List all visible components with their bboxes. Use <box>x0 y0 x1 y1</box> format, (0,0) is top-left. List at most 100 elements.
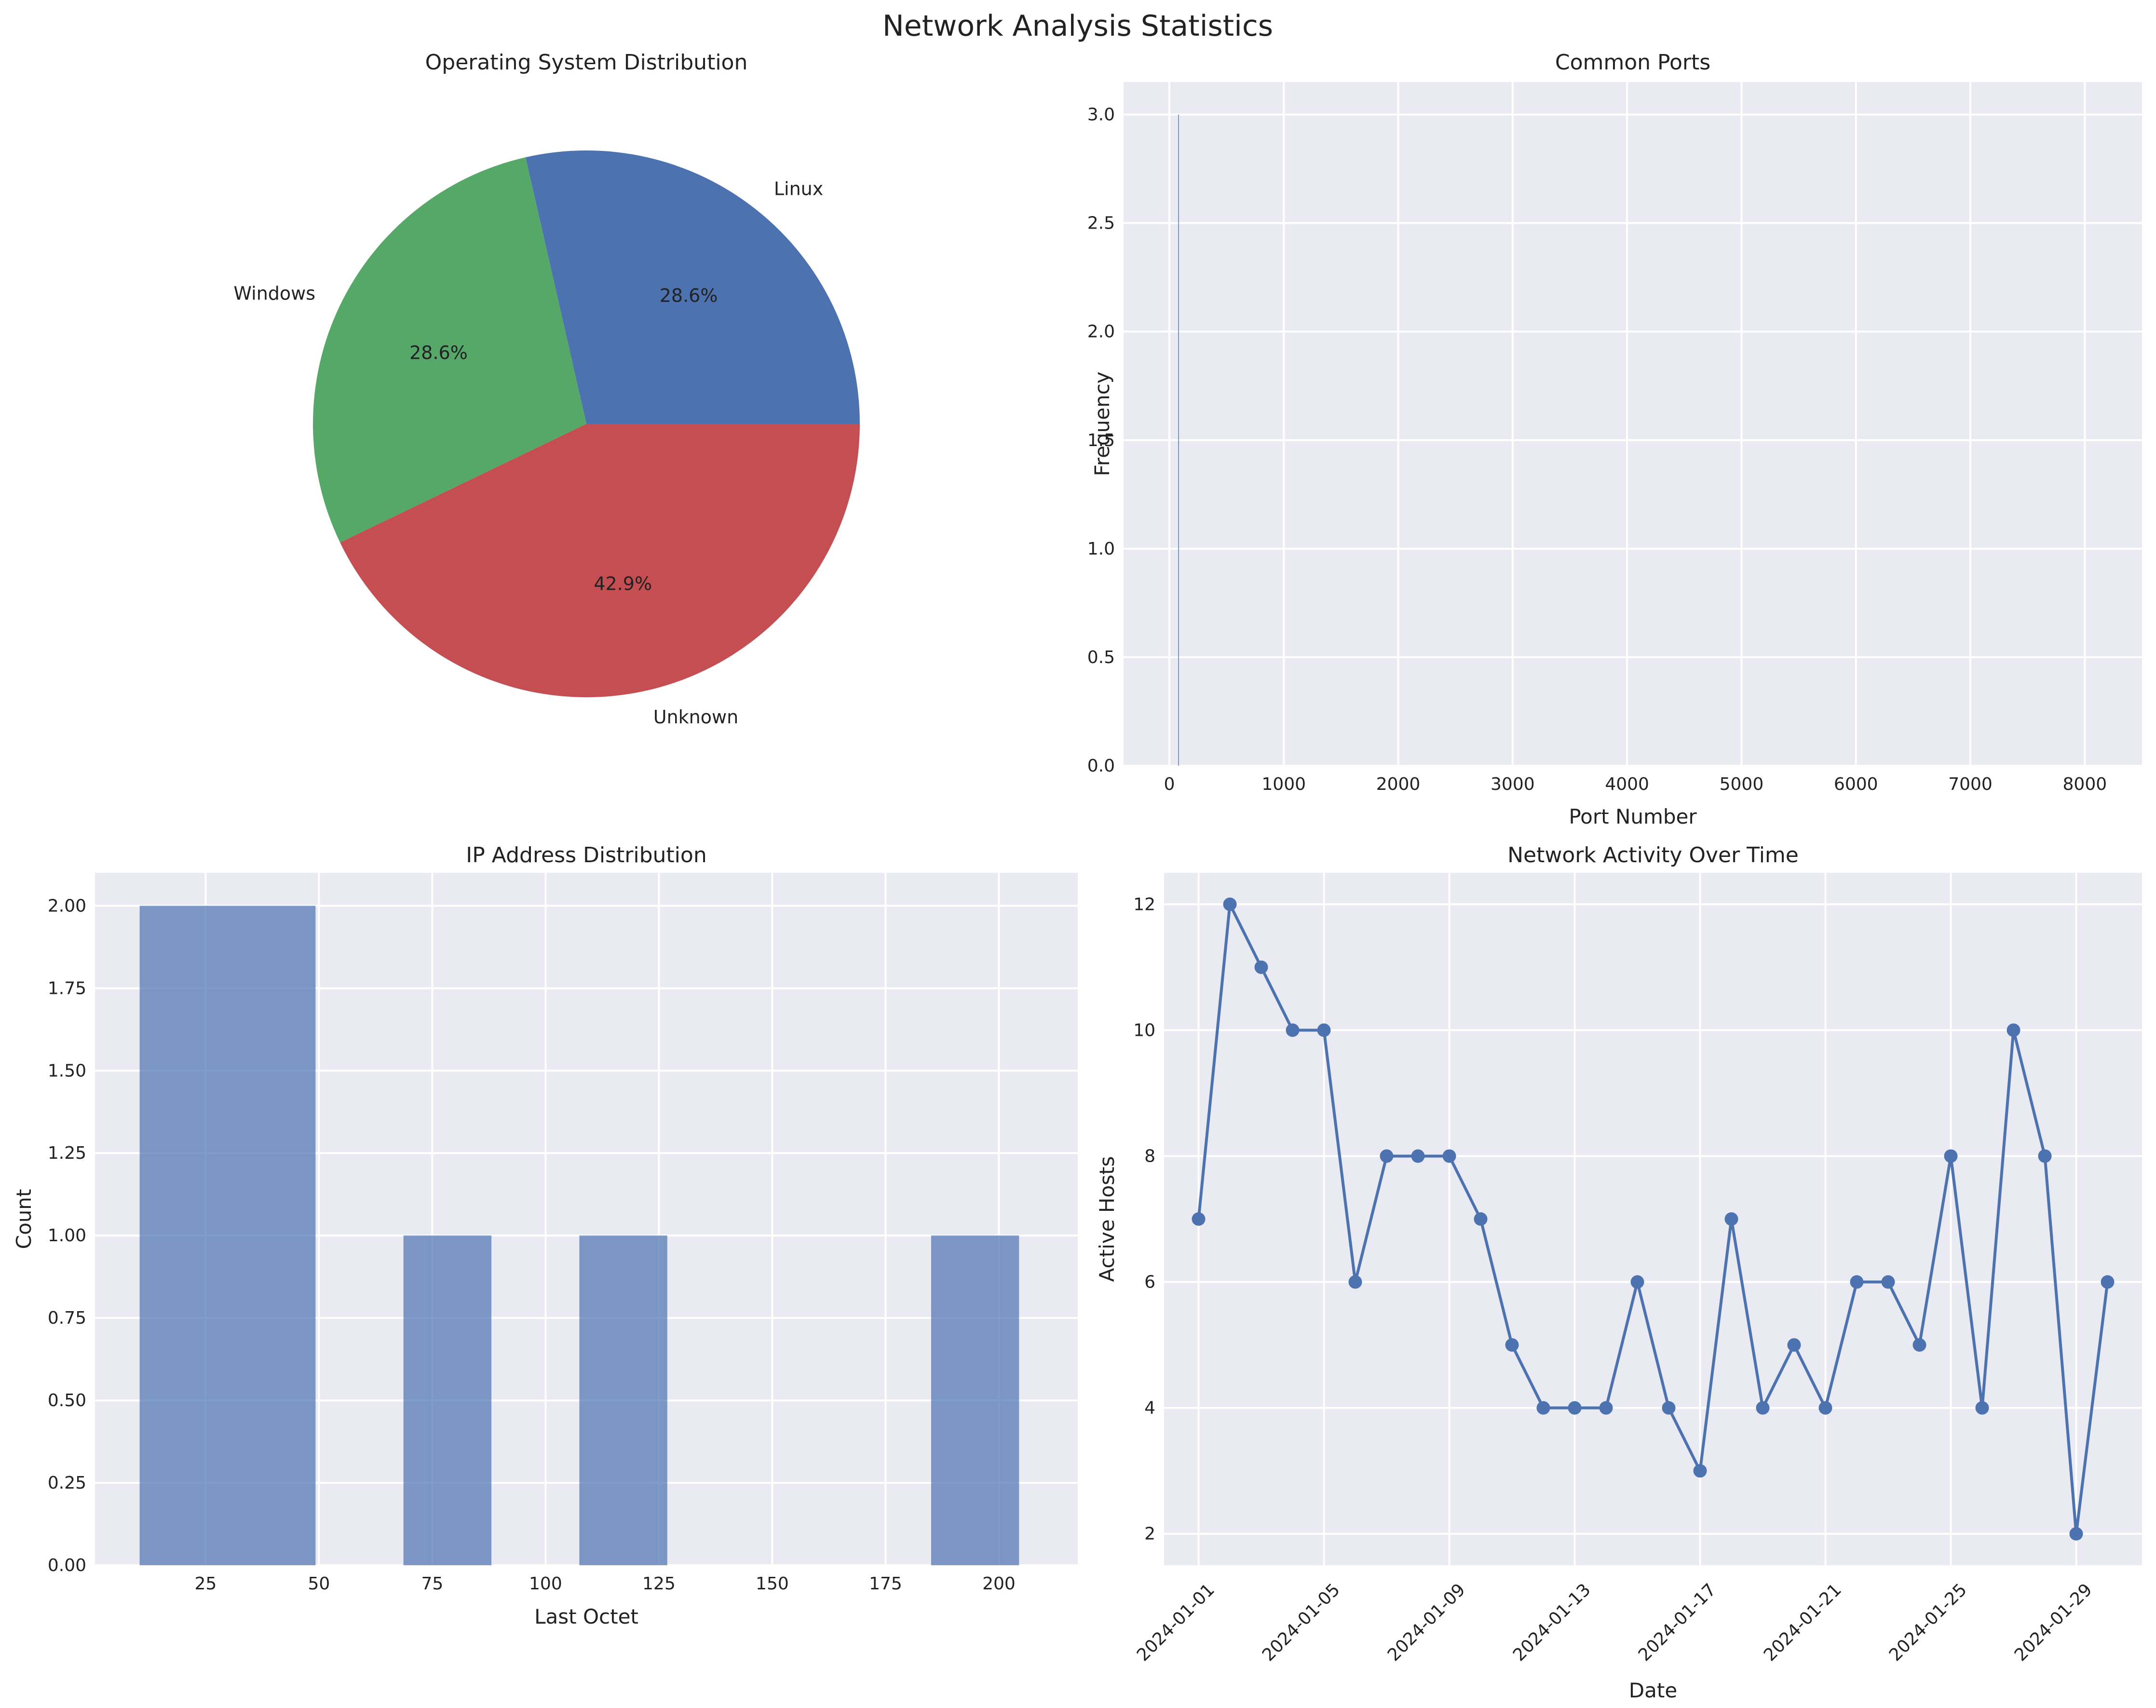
activity-point <box>1317 1023 1331 1037</box>
y-tick-label: 8 <box>1144 1146 1155 1166</box>
y-tick-label: 2 <box>1144 1524 1155 1544</box>
activity-point <box>1411 1149 1425 1163</box>
activity-point <box>1254 960 1268 974</box>
x-tick-label: 7000 <box>1948 774 1993 794</box>
x-tick-label: 0 <box>1164 774 1175 794</box>
ports-x-label: Port Number <box>1569 805 1697 828</box>
ip-histogram-bar <box>579 1235 667 1565</box>
pie-slice <box>525 150 860 424</box>
y-tick-label: 2.0 <box>1087 322 1115 342</box>
pie-pct-label: 42.9% <box>594 573 652 595</box>
network-activity-chart: 2024-01-01 2024-01-05 2024-01-09 2024-01-13… <box>1095 843 2142 1702</box>
x-tick-label: 50 <box>308 1574 330 1594</box>
y-tick-label: 0.00 <box>48 1556 86 1575</box>
ip-distribution-chart: 25 50 75 100 125 150 175 200 0.00 0.25 0.50 0.75 1.0… <box>12 843 1078 1628</box>
activity-line <box>1197 899 2109 1534</box>
x-tick-label: 1000 <box>1261 774 1306 794</box>
x-tick-label: 125 <box>642 1574 676 1594</box>
activity-point <box>2038 1149 2052 1163</box>
port-bar <box>1178 114 1179 766</box>
activity-point <box>1286 1023 1300 1037</box>
activity-point <box>1599 1401 1613 1415</box>
activity-point <box>1630 1275 1644 1289</box>
figure-title: Network Analysis Statistics <box>882 9 1273 43</box>
x-tick-label: 4000 <box>1605 774 1649 794</box>
ip-x-label: Last Octet <box>534 1605 638 1628</box>
activity-point <box>1724 1212 1738 1226</box>
activity-point <box>2007 1023 2020 1037</box>
x-tick-label: 2024-01-29 <box>2011 1580 2096 1665</box>
ip-histogram-bar <box>227 906 316 1565</box>
ip-histogram-bar <box>931 1235 1019 1565</box>
x-tick-label: 5000 <box>1720 774 1764 794</box>
activity-point <box>1787 1338 1801 1352</box>
x-tick-label: 2000 <box>1376 774 1421 794</box>
pie-pct-label: 28.6% <box>660 285 718 306</box>
ports-plot-background <box>1124 82 2142 766</box>
y-tick-label: 1.75 <box>48 978 86 998</box>
y-tick-label: 1.00 <box>48 1226 86 1246</box>
x-tick-label: 2024-01-01 <box>1133 1580 1219 1665</box>
activity-point <box>1536 1401 1550 1415</box>
activity-point <box>1442 1149 1456 1163</box>
activity-point <box>1380 1149 1394 1163</box>
pie-pct-label: 28.6% <box>409 342 468 363</box>
activity-point <box>2101 1275 2115 1289</box>
y-tick-label: 0.5 <box>1087 648 1115 667</box>
activity-point <box>1505 1338 1519 1352</box>
x-tick-label: 2024-01-09 <box>1384 1580 1469 1665</box>
y-tick-label: 0.50 <box>48 1391 86 1410</box>
activity-title: Network Activity Over Time <box>1507 843 1799 868</box>
x-tick-label: 2024-01-17 <box>1635 1580 1720 1665</box>
y-tick-label: 4 <box>1144 1398 1155 1418</box>
y-tick-label: 2.5 <box>1087 214 1115 233</box>
y-tick-label: 0.25 <box>48 1473 86 1493</box>
activity-plot-background <box>1164 873 2142 1565</box>
x-tick-label: 2024-01-13 <box>1509 1580 1595 1665</box>
activity-point <box>1881 1275 1895 1289</box>
ports-y-label: Frequency <box>1090 372 1114 476</box>
ip-y-label: Count <box>12 1189 36 1249</box>
x-tick-label: 2024-01-05 <box>1259 1580 1344 1665</box>
x-tick-label: 2024-01-25 <box>1885 1580 1971 1665</box>
pie-slice-label: Windows <box>233 283 315 304</box>
x-tick-label: 175 <box>869 1574 902 1594</box>
x-tick-label: 8000 <box>2063 774 2107 794</box>
os-distribution-pie-chart: Operating System Distribution Linux 28.6%… <box>233 50 860 728</box>
y-tick-label: 1.50 <box>48 1061 86 1081</box>
y-tick-label: 1.5 <box>1087 431 1115 450</box>
x-tick-label: 75 <box>421 1574 443 1594</box>
ip-histogram-bar <box>139 906 228 1565</box>
x-tick-label: 2024-01-21 <box>1760 1580 1845 1665</box>
x-tick-label: 100 <box>529 1574 562 1594</box>
y-tick-label: 1.0 <box>1087 539 1115 559</box>
activity-y-label: Active Hosts <box>1095 1156 1119 1282</box>
pie-slice-label: Unknown <box>653 706 738 728</box>
activity-point <box>1944 1149 1958 1163</box>
activity-point <box>1756 1401 1770 1415</box>
ip-title: IP Address Distribution <box>466 843 706 868</box>
pie-slice <box>340 424 860 697</box>
x-tick-label: 6000 <box>1834 774 1878 794</box>
activity-point <box>1850 1275 1864 1289</box>
y-tick-label: 10 <box>1133 1020 1155 1040</box>
activity-point <box>1975 1401 1989 1415</box>
activity-point <box>1568 1401 1582 1415</box>
y-tick-label: 12 <box>1133 895 1155 914</box>
activity-point <box>1912 1338 1926 1352</box>
y-tick-label: 2.00 <box>48 896 86 916</box>
activity-point <box>1474 1212 1488 1226</box>
activity-point <box>1693 1464 1707 1478</box>
y-tick-label: 0.0 <box>1087 756 1115 776</box>
y-tick-label: 1.25 <box>48 1143 86 1163</box>
activity-point <box>2069 1527 2083 1541</box>
x-tick-label: 200 <box>982 1574 1016 1594</box>
pie-slice <box>312 157 586 543</box>
common-ports-chart: 0 1000 2000 3000 4000 5000 6000 7000 8000 0.0 0.5 1… <box>1087 50 2142 828</box>
activity-x-label: Date <box>1629 1679 1677 1702</box>
pie-title: Operating System Distribution <box>425 50 748 75</box>
ip-histogram-bar <box>403 1235 492 1565</box>
x-tick-label: 25 <box>194 1574 217 1594</box>
y-tick-label: 0.75 <box>48 1308 86 1328</box>
y-tick-label: 3.0 <box>1087 105 1115 125</box>
